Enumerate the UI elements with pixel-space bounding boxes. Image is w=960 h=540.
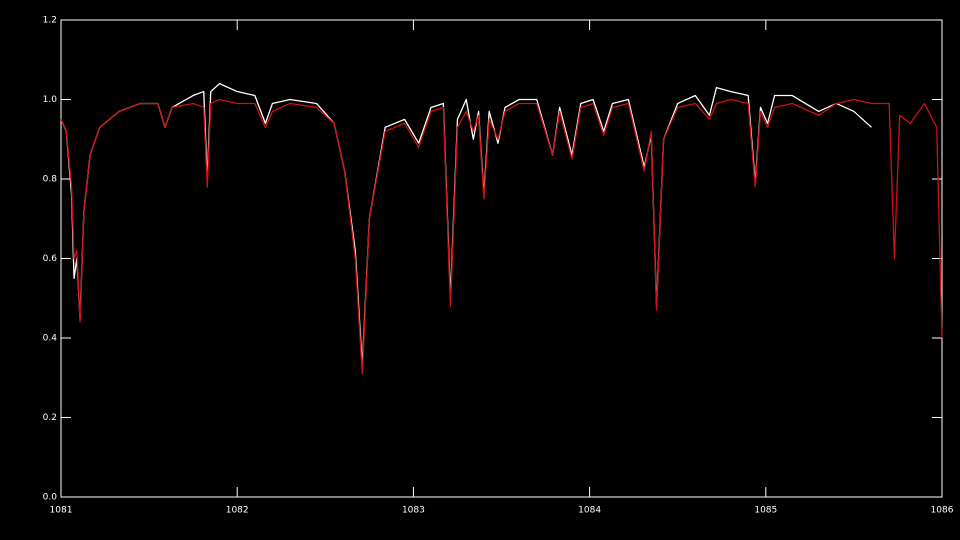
x-tick-label: 1082 [226, 506, 249, 516]
y-tick-label: 1.0 [43, 95, 58, 105]
x-tick-label: 1084 [578, 506, 601, 516]
plot-frame [60, 19, 943, 498]
y-tick-label: 0.2 [43, 413, 57, 423]
y-tick-label: 0.6 [43, 254, 58, 264]
x-tick-label: 1081 [50, 506, 73, 516]
series-line [60, 98, 943, 375]
x-tick-label: 1083 [402, 506, 425, 516]
x-tick-label: 1085 [754, 506, 777, 516]
x-tick-label: 1086 [931, 506, 954, 516]
y-tick-label: 0.8 [43, 175, 58, 185]
y-tick-label: 0.4 [43, 334, 58, 344]
y-tick-label: 0.0 [43, 493, 58, 503]
y-tick-label: 1.2 [43, 16, 57, 26]
